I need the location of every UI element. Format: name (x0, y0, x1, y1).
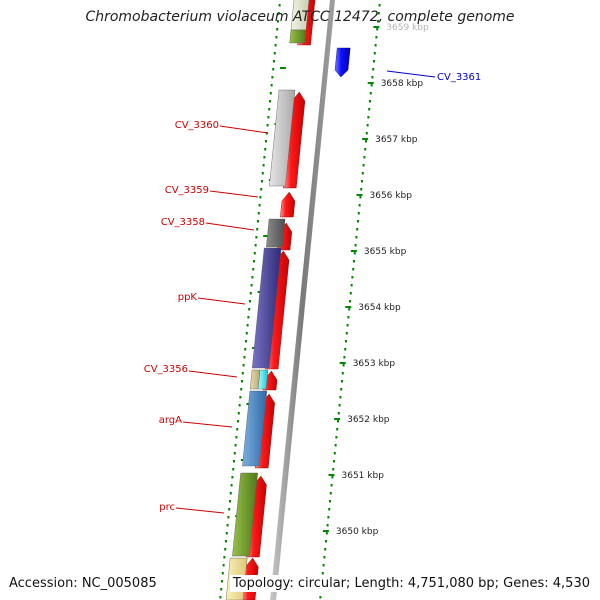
gene-label: CV_3356 (144, 364, 188, 375)
gene-callouts: CV_3361 CV_3360 CV_3359 CV_3358 ppK CV_3356ar… (144, 70, 481, 514)
gene-box (232, 472, 258, 557)
gene-leader-line (182, 421, 233, 428)
gene-box (266, 218, 286, 248)
tick-label: 3658 kbp (381, 79, 424, 89)
gene-label: CV_3359 (165, 185, 209, 196)
gene-label: argA (159, 415, 182, 426)
genome-backbone (270, 0, 335, 600)
gene-leader-line (188, 370, 238, 378)
cds-reverse-arrow (280, 191, 296, 218)
gene-box (269, 89, 296, 187)
tick-label: 3652 kbp (347, 415, 390, 425)
tick-label: 3654 kbp (358, 303, 401, 313)
tick-label: 3653 kbp (353, 359, 396, 369)
outer-tick-track (319, 4, 381, 599)
tick-label: 3657 kbp (375, 135, 418, 145)
tick-labels: 3659 kbp 3658 kbp 3657 kbp 3656 kbp 3655 kbp… (317, 23, 429, 593)
gene-label: CV_3358 (161, 217, 205, 228)
gene-leader-line (386, 70, 436, 78)
gene-leader-line (219, 125, 269, 134)
tick-label: 3651 kbp (342, 471, 385, 481)
tick-label: 3659 kbp (386, 23, 429, 33)
tick-label: 3650 kbp (336, 527, 379, 537)
gene-leader-line (197, 297, 246, 305)
accession-text: Accession: NC_005085 (6, 575, 160, 592)
gene-leader-line (209, 190, 259, 198)
map-title: Chromobacterium violaceum ATCC 12472, co… (85, 9, 515, 25)
gene-leader-line (205, 222, 255, 231)
gene-leader-line (175, 507, 225, 514)
cds-forward-arrow (334, 47, 351, 78)
gene-label: ppK (178, 292, 198, 303)
gene-box (257, 369, 269, 390)
gene-label: CV_3360 (175, 120, 219, 131)
gene-box (242, 390, 268, 467)
topology-text: Topology: circular; Length: 4,751,080 bp… (229, 575, 593, 592)
gene-box (289, 29, 307, 44)
feature-track (225, 0, 351, 600)
gene-box (251, 247, 282, 369)
gene-label: CV_3361 (437, 72, 481, 83)
tick-label: 3655 kbp (364, 247, 407, 257)
tick-label: 3656 kbp (370, 191, 413, 201)
gene-label: prc (159, 502, 175, 513)
